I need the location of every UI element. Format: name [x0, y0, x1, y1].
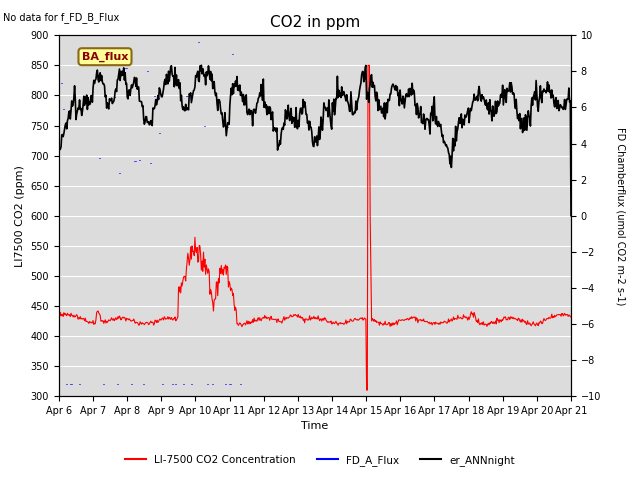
Text: No data for f_FD_B_Flux: No data for f_FD_B_Flux: [3, 12, 120, 23]
Title: CO2 in ppm: CO2 in ppm: [270, 15, 360, 30]
Legend: LI-7500 CO2 Concentration, FD_A_Flux, er_ANNnight: LI-7500 CO2 Concentration, FD_A_Flux, er…: [121, 451, 519, 470]
X-axis label: Time: Time: [301, 421, 328, 432]
Text: BA_flux: BA_flux: [82, 51, 128, 62]
Y-axis label: LI7500 CO2 (ppm): LI7500 CO2 (ppm): [15, 165, 25, 267]
Y-axis label: FD Chamberflux (umol CO2 m-2 s-1): FD Chamberflux (umol CO2 m-2 s-1): [615, 127, 625, 305]
